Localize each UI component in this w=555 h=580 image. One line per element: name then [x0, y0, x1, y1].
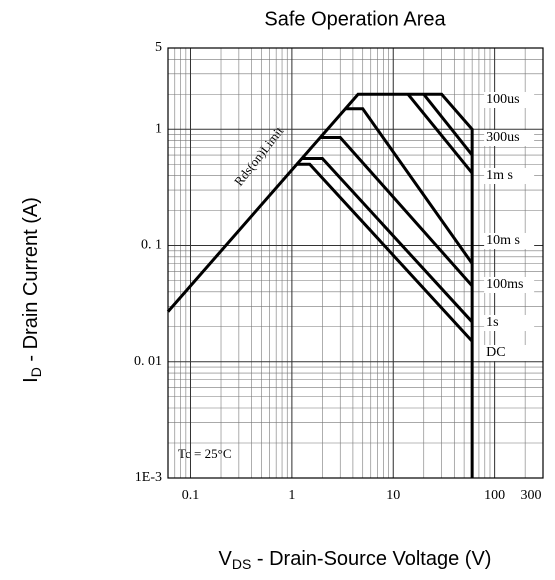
label-bg [484, 277, 535, 293]
y-tick-label: 0. 01 [134, 354, 162, 369]
x-tick-label: 300 [521, 488, 542, 503]
y-label-rest: - Drain Current (A) [20, 197, 42, 367]
y-tick-label: 5 [155, 40, 162, 55]
series-label: 100ms [486, 277, 523, 292]
x-label-main: V [219, 548, 233, 570]
y-axis-label: ID - Drain Current (A) [20, 197, 43, 383]
series-line [422, 93, 474, 156]
label-bg [484, 233, 535, 249]
label-bg [484, 92, 535, 108]
plot-border [167, 47, 544, 479]
label-bg [484, 168, 535, 184]
label-bg [484, 130, 535, 146]
y-tick-label: 1E-3 [135, 470, 162, 485]
x-tick-label: 0.1 [182, 488, 200, 503]
y-tick-label: 0. 1 [141, 238, 162, 253]
series-label: 1m s [486, 168, 513, 183]
series-label: 100us [486, 92, 519, 107]
label-bg [484, 315, 535, 331]
y-label-sub: D [28, 367, 44, 377]
series-label: 10m s [486, 233, 520, 248]
tc-annotation: Tc = 25°C [178, 446, 232, 461]
series-line [344, 107, 474, 265]
rds-annotation: Rds(on)Limit [231, 123, 287, 188]
series-line [320, 135, 474, 287]
x-tick-label: 10 [386, 488, 400, 503]
series-label: 300us [486, 130, 519, 145]
series-label: 1s [486, 315, 498, 330]
series-label: DC [486, 345, 505, 360]
series-line [296, 162, 474, 343]
x-label-rest: - Drain-Source Voltage (V) [251, 548, 491, 570]
series-line [301, 157, 474, 323]
y-label-main: I [20, 377, 42, 383]
x-axis-label: VDS - Drain-Source Voltage (V) [219, 548, 492, 571]
x-tick-label: 100 [484, 488, 505, 503]
x-label-sub: DS [232, 556, 251, 572]
label-bg [484, 345, 535, 361]
x-tick-label: 1 [288, 488, 295, 503]
y-tick-label: 1 [155, 121, 162, 136]
chart-title: Safe Operation Area [264, 8, 446, 30]
series-line [166, 92, 474, 478]
series-line [406, 93, 474, 174]
